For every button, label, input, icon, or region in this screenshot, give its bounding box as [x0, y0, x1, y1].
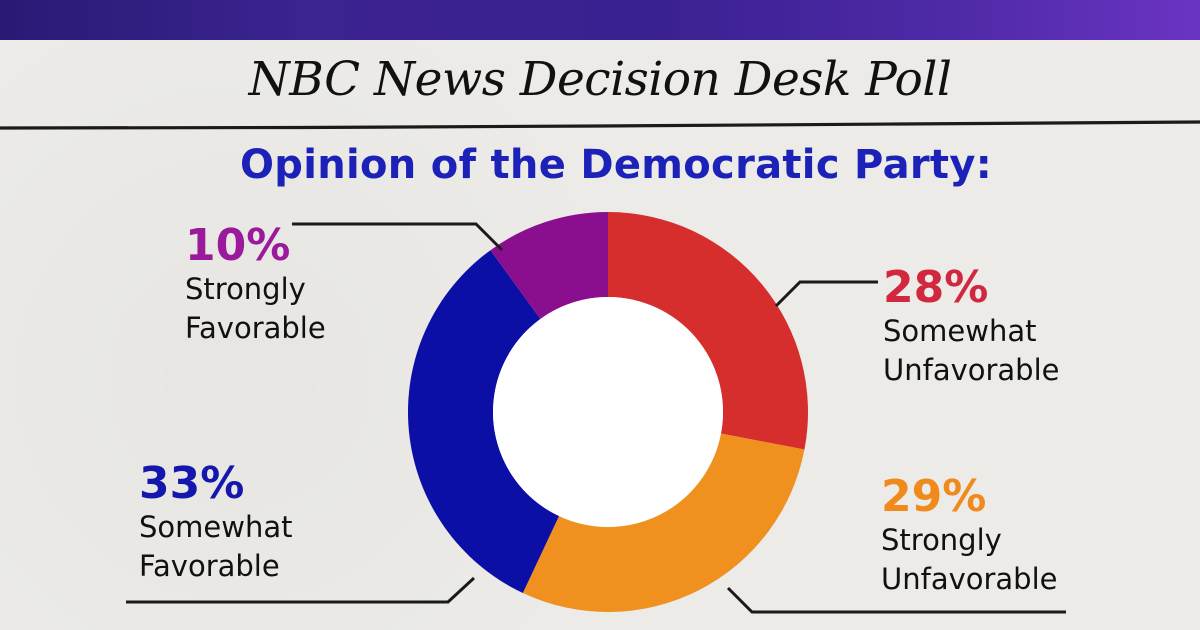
leader-line-somewhat-favorable	[126, 576, 476, 604]
slice-label-line1: Strongly	[185, 272, 306, 306]
slice-somewhat-unfavorable	[608, 212, 808, 450]
slice-strongly-unfavorable	[522, 433, 805, 612]
poll-title: NBC News Decision Desk Poll	[248, 52, 952, 107]
slice-label-line1: Somewhat	[883, 314, 1037, 348]
slice-percent-label: 29%	[881, 471, 987, 522]
callout-somewhat-unfavorable: 28% Somewhat Unfavorable	[883, 264, 1060, 390]
slice-label-line1: Strongly	[881, 523, 1002, 557]
leader-line-strongly-unfavorable	[726, 586, 1066, 614]
slice-label-line2: Unfavorable	[881, 562, 1058, 596]
leader-line-strongly-favorable	[292, 222, 504, 252]
slice-label-line1: Somewhat	[139, 510, 293, 544]
slice-percent-label: 28%	[883, 262, 989, 313]
callout-strongly-unfavorable: 29% Strongly Unfavorable	[881, 473, 1058, 599]
slice-label-line2: Favorable	[185, 311, 326, 345]
slice-percent-label: 10%	[185, 220, 291, 271]
leader-line-somewhat-unfavorable	[774, 280, 878, 308]
chart-title: Opinion of the Democratic Party:	[239, 142, 993, 188]
title-divider-rule	[0, 120, 1200, 130]
callout-somewhat-favorable: 33% Somewhat Favorable	[139, 460, 292, 586]
slice-label-line2: Favorable	[139, 549, 280, 583]
slice-label-line2: Unfavorable	[883, 353, 1060, 387]
slice-strongly-favorable	[490, 212, 608, 319]
callout-strongly-favorable: 10% Strongly Favorable	[185, 222, 326, 348]
slice-somewhat-favorable	[408, 250, 560, 593]
slice-percent-label: 33%	[139, 458, 245, 509]
top-color-band	[0, 0, 1200, 40]
donut-hole	[493, 297, 723, 527]
